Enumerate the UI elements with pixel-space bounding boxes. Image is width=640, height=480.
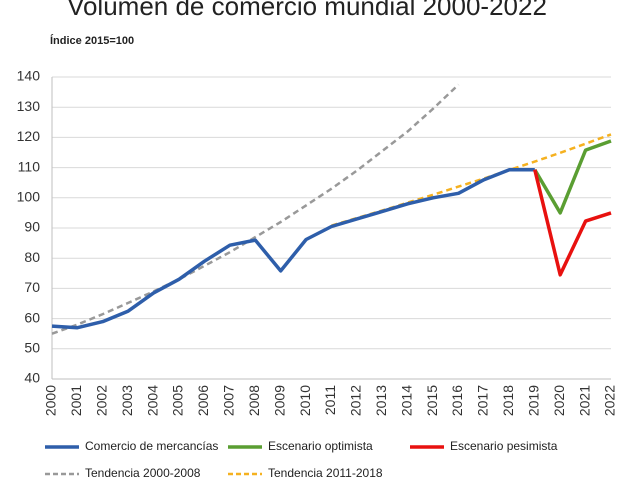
y-tick-label: 120 — [17, 128, 41, 144]
x-tick-label: 2005 — [170, 385, 186, 416]
y-tick-label: 90 — [24, 219, 40, 235]
series-line — [51, 167, 535, 330]
legend-label: Comercio de mercancías — [85, 439, 218, 453]
x-tick-label: 2019 — [525, 385, 541, 416]
x-tick-label: 2014 — [398, 385, 414, 416]
x-tick-label: 2003 — [119, 385, 135, 416]
x-tick-label: 2001 — [68, 385, 84, 416]
chart-title: Volumen de comercio mundial 2000-2022 — [67, 0, 547, 21]
series-line — [533, 169, 612, 277]
chart-subtitle: Índice 2015=100 — [50, 34, 134, 47]
x-tick-label: 2009 — [271, 385, 287, 416]
x-tick-label: 2012 — [348, 385, 364, 416]
x-tick-label: 2010 — [297, 385, 313, 416]
x-tick-label: 2016 — [449, 385, 465, 416]
y-tick-label: 100 — [17, 189, 41, 205]
x-tick-label: 2022 — [602, 385, 618, 416]
x-tick-label: 2004 — [144, 385, 160, 416]
y-tick-label: 110 — [18, 158, 41, 174]
series-line — [533, 139, 612, 215]
y-tick-label: 50 — [24, 340, 40, 356]
x-tick-label: 2018 — [500, 385, 516, 416]
x-tick-label: 2008 — [246, 385, 262, 416]
x-tick-label: 2015 — [424, 385, 440, 416]
legend-label: Escenario optimista — [268, 439, 373, 453]
y-tick-label: 80 — [24, 249, 40, 265]
y-tick-label: 60 — [24, 309, 40, 325]
y-tick-label: 130 — [17, 98, 41, 114]
x-tick-label: 2021 — [576, 385, 592, 416]
x-tick-label: 2002 — [94, 385, 110, 416]
y-tick-label: 140 — [17, 68, 41, 84]
x-tick-label: 2011 — [322, 385, 338, 415]
x-tick-label: 2013 — [373, 385, 389, 416]
y-tick-label: 40 — [24, 370, 40, 386]
x-tick-label: 2017 — [475, 385, 491, 416]
series-line — [51, 83, 460, 335]
y-tick-label: 70 — [24, 279, 40, 295]
x-tick-label: 2020 — [551, 385, 567, 416]
legend-label: Escenario pesimista — [450, 439, 558, 453]
legend-label: Tendencia 2000-2008 — [85, 466, 201, 480]
x-tick-label: 2000 — [43, 385, 59, 416]
x-tick-label: 2007 — [221, 385, 237, 416]
series-line — [331, 133, 612, 227]
x-tick-label: 2006 — [195, 385, 211, 416]
legend-label: Tendencia 2011-2018 — [268, 466, 383, 480]
